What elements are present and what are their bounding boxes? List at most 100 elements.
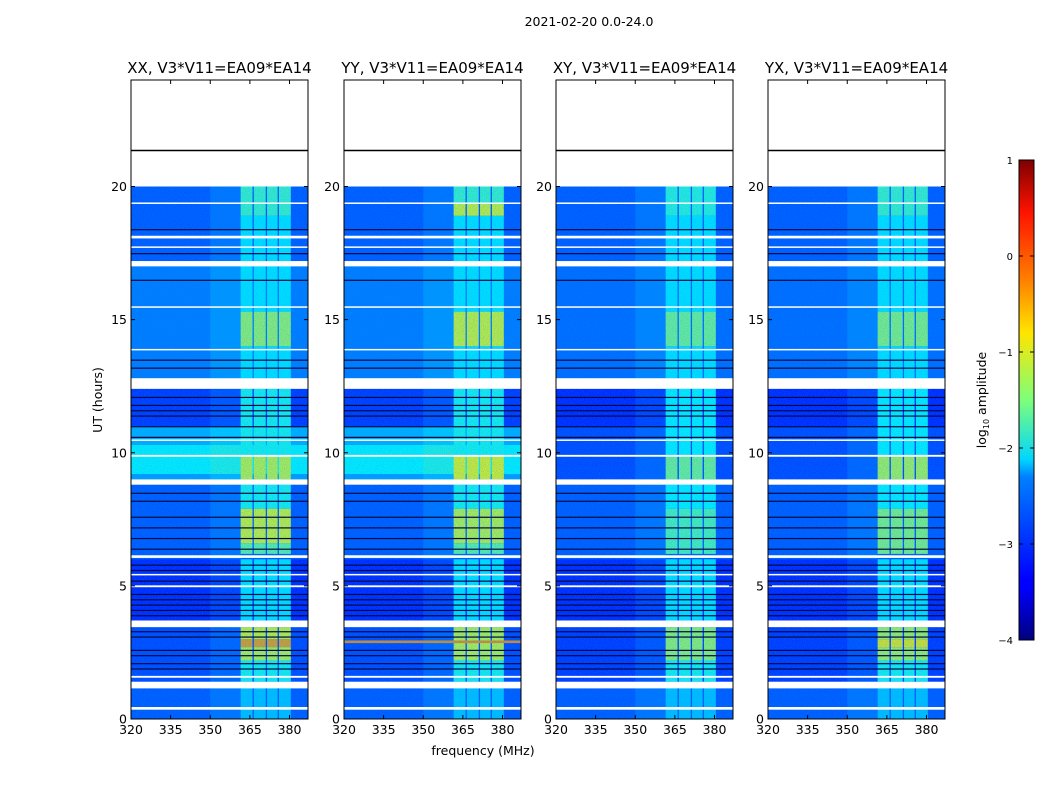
flagged-gap bbox=[556, 150, 733, 187]
flagged-dark-line bbox=[131, 492, 308, 494]
flagged-dark-line bbox=[131, 537, 308, 540]
flagged-gap bbox=[768, 202, 945, 204]
figure-title: 2021-02-20 0.0-24.0 bbox=[525, 14, 654, 29]
flagged-dark-line bbox=[556, 516, 733, 518]
flagged-dark-line bbox=[344, 631, 521, 633]
flagged-dark-line bbox=[556, 668, 733, 670]
panel-title: XX, V3*V11=EA09*EA14 bbox=[127, 59, 311, 77]
flagged-gap bbox=[131, 681, 308, 689]
flagged-gap bbox=[131, 555, 308, 558]
y-tick-label: 10 bbox=[748, 445, 764, 460]
flagged-dark-line bbox=[131, 279, 308, 281]
flagged-gap bbox=[131, 235, 308, 239]
y-tick-label: 5 bbox=[332, 578, 340, 593]
flagged-gap bbox=[768, 620, 945, 628]
flagged-dark-line bbox=[768, 636, 945, 638]
flagged-dark-line bbox=[131, 564, 308, 566]
colorbar-label: log10 amplitude bbox=[974, 351, 991, 448]
flagged-gap bbox=[344, 681, 521, 689]
y-tick-label: 10 bbox=[111, 445, 127, 460]
y-tick-label: 20 bbox=[111, 179, 127, 194]
y-tick-label: 0 bbox=[756, 712, 764, 727]
flagged-dark-line bbox=[344, 615, 521, 617]
flagged-dark-line bbox=[556, 615, 733, 617]
flagged-gap bbox=[768, 585, 945, 588]
flagged-dark-line bbox=[768, 415, 945, 417]
flagged-dark-line bbox=[556, 359, 733, 361]
flagged-gap bbox=[556, 555, 733, 558]
flagged-gap bbox=[556, 235, 733, 239]
flagged-dark-line bbox=[131, 548, 308, 550]
flagged-dark-line bbox=[344, 548, 521, 550]
flagged-gap bbox=[131, 620, 308, 628]
flagged-gap bbox=[344, 150, 521, 187]
flagged-dark-line bbox=[131, 631, 308, 633]
panel-title: YY, V3*V11=EA09*EA14 bbox=[340, 59, 523, 77]
x-tick-label: 335 bbox=[159, 722, 183, 737]
flagged-dark-line bbox=[344, 436, 521, 438]
heatmap-noise bbox=[556, 186, 733, 719]
flagged-gap bbox=[768, 555, 945, 558]
flagged-gap bbox=[556, 681, 733, 689]
flagged-dark-line bbox=[131, 404, 308, 407]
flagged-dark-line bbox=[131, 367, 308, 369]
flagged-gap bbox=[556, 620, 733, 628]
flagged-dark-line bbox=[131, 229, 308, 231]
flagged-dark-line bbox=[344, 279, 521, 281]
flagged-dark-line bbox=[768, 253, 945, 255]
x-tick-label: 350 bbox=[623, 722, 647, 737]
flagged-dark-line bbox=[768, 537, 945, 540]
flagged-dark-line bbox=[344, 253, 521, 255]
flagged-gap bbox=[556, 573, 733, 576]
flagged-dark-line bbox=[768, 436, 945, 438]
x-tick-label: 335 bbox=[584, 722, 608, 737]
flagged-dark-line bbox=[344, 609, 521, 612]
flagged-dark-line bbox=[556, 631, 733, 633]
flagged-dark-line bbox=[131, 593, 308, 596]
y-tick-label: 10 bbox=[536, 445, 552, 460]
flagged-dark-line bbox=[344, 636, 521, 638]
flagged-gap bbox=[344, 555, 521, 558]
flagged-dark-line bbox=[131, 527, 308, 529]
flagged-gap bbox=[768, 681, 945, 689]
flagged-dark-line bbox=[556, 569, 733, 572]
panel-frame bbox=[130, 79, 309, 720]
flagged-dark-line bbox=[131, 436, 308, 438]
flagged-dark-line bbox=[344, 527, 521, 529]
flagged-gap bbox=[344, 235, 521, 239]
flagged-dark-line bbox=[344, 537, 521, 540]
colorbar-tick-label: −1 bbox=[998, 348, 1013, 359]
flagged-gap bbox=[768, 348, 945, 351]
panel-title: YX, V3*V11=EA09*EA14 bbox=[764, 59, 948, 77]
flagged-dark-line bbox=[556, 500, 733, 502]
flagged-dark-line bbox=[344, 367, 521, 369]
flagged-dark-line bbox=[556, 636, 733, 638]
flagged-gap bbox=[768, 378, 945, 389]
flagged-dark-line bbox=[131, 599, 308, 601]
y-tick-label: 5 bbox=[756, 578, 764, 593]
flagged-gap bbox=[344, 454, 521, 457]
flagged-gap bbox=[131, 675, 308, 678]
flagged-dark-line bbox=[768, 663, 945, 665]
x-axis-label: frequency (MHz) bbox=[431, 743, 534, 758]
x-tick-label: 365 bbox=[238, 722, 262, 737]
flagged-gap bbox=[768, 150, 945, 187]
flagged-gap bbox=[344, 261, 521, 267]
colorbar-tick-label: −2 bbox=[998, 444, 1013, 455]
x-tick-label: 380 bbox=[278, 722, 302, 737]
flagged-gap bbox=[344, 707, 521, 710]
flagged-gap bbox=[131, 378, 308, 389]
x-tick-label: 335 bbox=[372, 722, 396, 737]
panel-frame bbox=[555, 79, 734, 720]
flagged-dark-line bbox=[131, 668, 308, 670]
flagged-dark-line bbox=[344, 569, 521, 572]
flagged-dark-line bbox=[131, 663, 308, 665]
y-tick-label: 20 bbox=[748, 179, 764, 194]
flagged-gap bbox=[768, 707, 945, 710]
flagged-gap bbox=[344, 348, 521, 351]
flagged-dark-line bbox=[344, 564, 521, 566]
flagged-dark-line bbox=[344, 593, 521, 596]
heatmap-noise bbox=[344, 186, 521, 719]
flagged-dark-line bbox=[131, 615, 308, 617]
y-tick-label: 0 bbox=[544, 712, 552, 727]
